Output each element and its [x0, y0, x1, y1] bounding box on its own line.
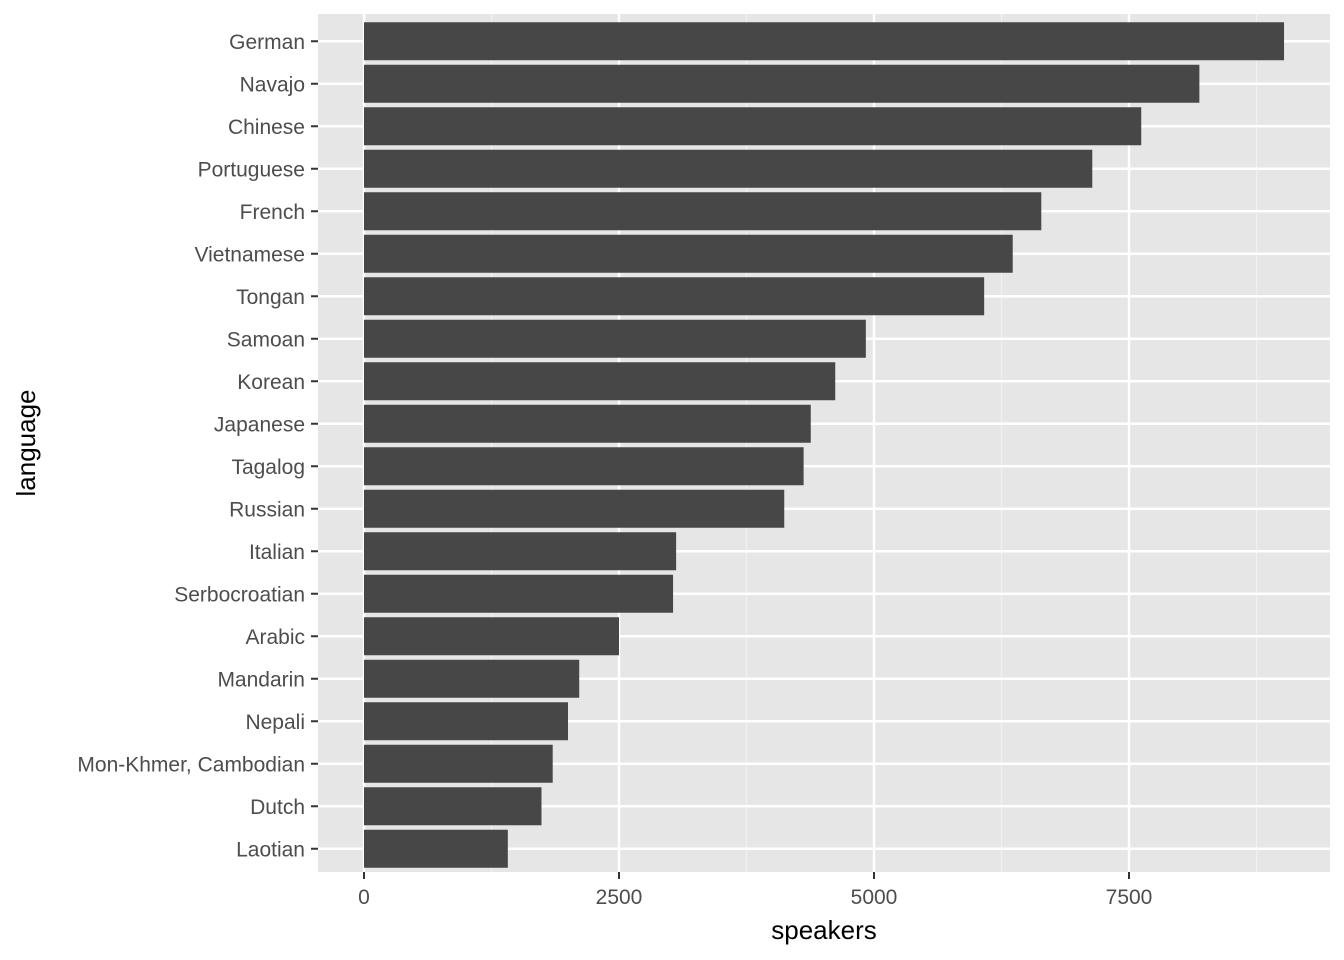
bar: [364, 744, 553, 783]
bar: [364, 659, 580, 698]
bar: [364, 829, 508, 868]
y-tick-label: Japanese: [214, 413, 305, 436]
y-tick-label: Samoan: [227, 328, 305, 351]
bar: [364, 192, 1042, 231]
bar: [364, 64, 1200, 103]
y-tick-label: Mon-Khmer, Cambodian: [77, 753, 305, 776]
y-tick-label: Nepali: [245, 711, 305, 734]
bar: [364, 404, 811, 443]
y-tick-label: Arabic: [245, 626, 305, 649]
y-tick-label: Russian: [229, 498, 305, 521]
bar: [364, 234, 1013, 273]
y-tick-label: Laotian: [236, 838, 305, 861]
x-tick-label: 2500: [596, 886, 643, 909]
bar: [364, 447, 804, 486]
bar: [364, 277, 985, 316]
y-tick-label: Navajo: [240, 73, 305, 96]
x-tick-label: 5000: [851, 886, 898, 909]
bar: [364, 787, 542, 826]
y-tick-label: Portuguese: [198, 158, 305, 181]
y-tick-label: German: [229, 31, 305, 54]
y-tick-label: Tongan: [236, 286, 305, 309]
y-tick-label: French: [240, 201, 305, 224]
y-axis: German Navajo Chinese Portuguese French Vietn…: [77, 31, 318, 861]
bar: [364, 532, 677, 571]
bar: [364, 617, 619, 656]
y-tick-label: Italian: [249, 541, 305, 564]
y-tick-label: Chinese: [228, 116, 305, 139]
bars: [364, 22, 1285, 868]
bar: [364, 489, 785, 528]
bar: [364, 574, 674, 613]
y-tick-label: Dutch: [250, 796, 305, 819]
x-axis: 0 2500 5000 7500: [358, 872, 1152, 909]
y-axis-title: language: [11, 390, 41, 497]
y-tick-label: Mandarin: [217, 668, 305, 691]
y-tick-label: Korean: [237, 371, 305, 394]
x-tick-label: 7500: [1106, 886, 1153, 909]
bar: [364, 702, 568, 741]
y-tick-label: Serbocroatian: [174, 583, 305, 606]
y-tick-label: Tagalog: [231, 456, 305, 479]
bar: [364, 22, 1285, 61]
x-tick-label: 0: [358, 886, 370, 909]
x-axis-title: speakers: [771, 915, 877, 945]
bar: [364, 319, 866, 358]
y-tick-label: Vietnamese: [194, 243, 305, 266]
bar: [364, 107, 1142, 146]
bar: [364, 362, 836, 401]
bar: [364, 149, 1093, 188]
